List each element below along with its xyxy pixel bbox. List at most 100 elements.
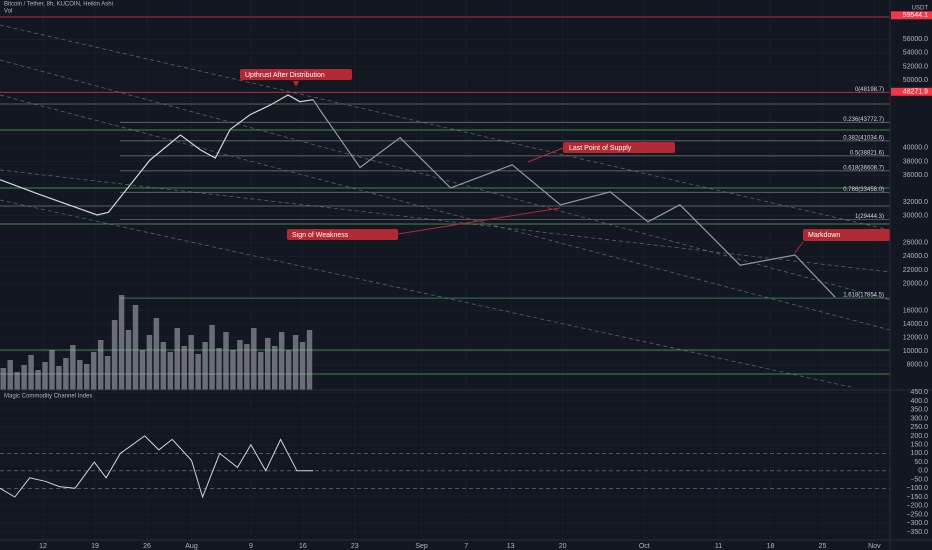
x-tick-label: 9	[249, 543, 253, 550]
grid	[0, 0, 890, 540]
cci-tick-label: −350.0	[906, 529, 928, 536]
annotation: Upthrust After Distribution	[245, 72, 325, 79]
y-tick-label: 22000.0	[903, 267, 928, 274]
fib-label: 0.382(41034.6)	[843, 135, 884, 141]
volume-bar	[35, 370, 41, 390]
y-tick-label: 40000.0	[903, 145, 928, 152]
volume-bar	[28, 355, 34, 390]
channel-line	[0, 199, 856, 389]
volume-bar	[292, 335, 299, 390]
cci-tick-label: 250.0	[910, 424, 928, 431]
annotation: Sign of Weakness	[292, 232, 349, 239]
cci-tick-label: −150.0	[906, 494, 928, 501]
x-tick-label: Aug	[185, 543, 198, 550]
volume-bar	[49, 350, 55, 390]
cci-line	[0, 435, 314, 499]
x-tick-label: 7	[464, 543, 468, 550]
volume-bar	[258, 352, 264, 390]
annotation-pointer	[293, 81, 299, 87]
annotation-box	[803, 229, 890, 241]
fib-label: 1(29444.3)	[855, 214, 884, 220]
volume-bar	[90, 352, 97, 390]
volume-bar	[160, 342, 167, 390]
y-tick-label: 38000.0	[903, 158, 928, 165]
volume-bar	[21, 365, 27, 390]
volume-bar	[97, 340, 104, 390]
price-label-box	[891, 87, 932, 96]
annotation-box	[240, 69, 352, 80]
y-tick-label: 8000.0	[907, 362, 929, 369]
x-tick-label: Nov	[868, 543, 881, 550]
x-tick-label: 19	[91, 543, 99, 550]
volume-bar	[139, 350, 146, 390]
volume-bar	[146, 335, 153, 390]
cci-tick-label: −300.0	[906, 520, 928, 527]
cci-tick-label: 150.0	[910, 442, 928, 449]
volume-bar	[56, 366, 62, 390]
volume-bar	[77, 360, 83, 390]
y-tick-label: 36000.0	[903, 172, 928, 179]
channel-line	[0, 24, 891, 231]
y-tick-label: 12000.0	[903, 335, 928, 342]
marks	[0, 91, 890, 499]
currency: USDT	[912, 6, 929, 12]
cci-tick-label: 450.0	[910, 389, 928, 396]
channel-lines	[0, 24, 891, 389]
volume-bar	[42, 362, 48, 390]
volume-bar	[104, 356, 111, 390]
cci-tick-label: 50.0	[914, 459, 928, 466]
volume-bar	[202, 342, 208, 390]
price-label-box	[891, 11, 932, 20]
fib-label: 0(48198.7)	[855, 87, 884, 93]
annotation-pointer	[794, 241, 804, 254]
volume-bar	[153, 318, 160, 390]
x-tick-label: 20	[559, 543, 567, 550]
volume-bar	[265, 338, 271, 390]
annotation-pointer	[527, 147, 564, 163]
indicator-title: Magic Commodity Channel Index	[4, 394, 92, 400]
y-tick-label: 56000.0	[903, 36, 928, 43]
y-tick-label: 30000.0	[903, 213, 928, 220]
volume-bar	[195, 354, 201, 390]
y-tick-label: 54000.0	[903, 50, 928, 57]
volume-bar	[111, 320, 118, 390]
cci-tick-label: 300.0	[910, 415, 928, 422]
volume-bar	[132, 305, 139, 390]
cci-tick-label: −50.0	[910, 476, 928, 483]
price-line	[312, 99, 836, 298]
x-tick-label: 25	[819, 543, 827, 550]
channel-line	[0, 169, 891, 273]
cci-tick-label: −200.0	[906, 503, 928, 510]
cci-tick-label: −100.0	[906, 485, 928, 492]
volume-bar	[70, 345, 76, 390]
volume-bar	[299, 342, 306, 390]
volume-bar	[244, 344, 250, 390]
annotation: Last Point of Supply	[569, 145, 632, 152]
x-tick-label: 16	[299, 543, 307, 550]
x-tick-label: 23	[351, 543, 359, 550]
volume-bar	[216, 348, 222, 390]
fib-label: 0.236(43772.7)	[843, 117, 884, 123]
x-tick-label: 12	[39, 543, 47, 550]
volume-bar	[0, 368, 6, 390]
y-tick-label: 50000.0	[903, 77, 928, 84]
cci-tick-label: 200.0	[910, 433, 928, 440]
price-label: 59544.1	[903, 12, 928, 19]
y-tick-label: 10000.0	[903, 348, 928, 355]
volume-bar	[271, 346, 278, 390]
volume-bar	[14, 372, 20, 390]
cci-tick-label: 0.0	[918, 468, 928, 475]
y-tick-label: 14000.0	[903, 321, 928, 328]
subtitle: Vol	[4, 9, 12, 15]
y-tick-label: 16000.0	[903, 307, 928, 314]
volume-bar	[118, 295, 125, 390]
cci-tick-label: 400.0	[910, 398, 928, 405]
volume-bar	[230, 350, 236, 390]
x-tick-label: Sep	[415, 543, 428, 550]
price-line	[0, 94, 314, 216]
volume-bar	[209, 325, 215, 390]
volume-bar	[181, 346, 187, 390]
x-tick-label: 18	[767, 543, 775, 550]
volume-bar	[285, 350, 292, 390]
volume-bar	[306, 330, 313, 390]
